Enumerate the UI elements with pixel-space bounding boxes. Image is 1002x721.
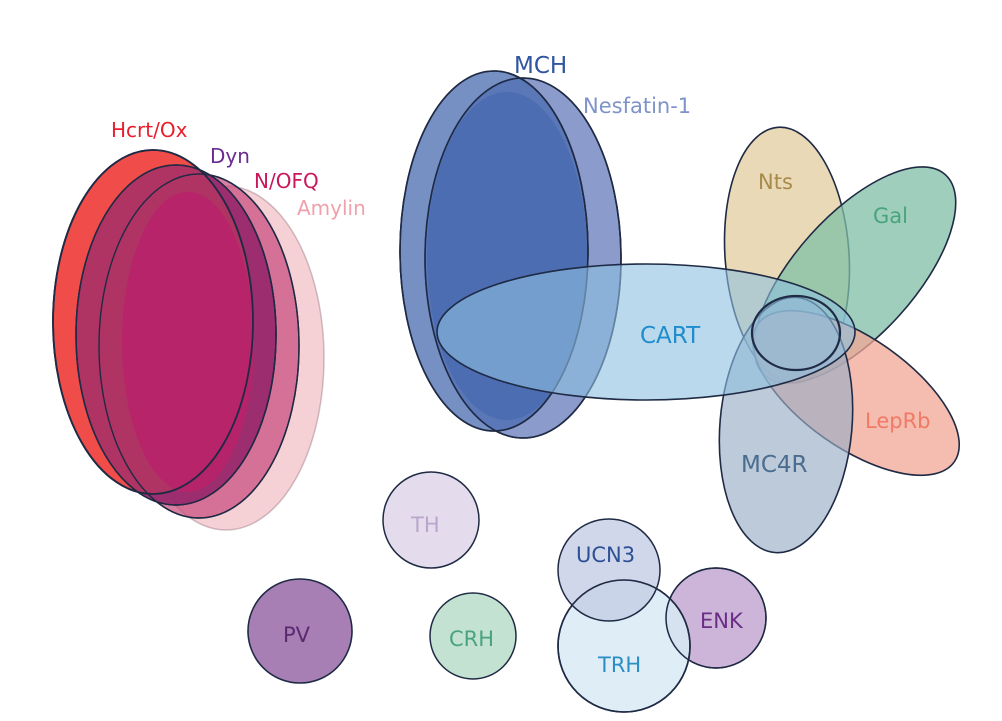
label-mch: MCH xyxy=(514,53,567,79)
label-nesfatin: Nesfatin-1 xyxy=(583,94,691,118)
flower-center-ellipse xyxy=(750,294,842,372)
crh-circle xyxy=(429,592,517,680)
enk-outline xyxy=(665,567,767,669)
mch-outline xyxy=(399,70,589,432)
label-nofq: N/OFQ xyxy=(254,169,319,193)
ucn3-circle xyxy=(557,518,661,622)
label-pv: PV xyxy=(283,623,311,647)
label-leprb: LepRb xyxy=(865,409,931,433)
pv-circle xyxy=(247,578,353,684)
label-mc4r: MC4R xyxy=(741,452,808,478)
label-trh: TRH xyxy=(597,653,641,677)
label-dyn: Dyn xyxy=(210,144,250,168)
th-circle xyxy=(382,471,480,569)
nofq-outline xyxy=(98,173,300,519)
label-amylin: Amylin xyxy=(297,196,366,220)
label-th: TH xyxy=(410,513,440,537)
label-crh: CRH xyxy=(449,627,494,651)
dyn-outline xyxy=(75,164,277,506)
label-enk: ENK xyxy=(700,609,744,633)
trh-outline xyxy=(557,579,691,713)
hcrt-outline xyxy=(52,149,254,495)
nesfatin-outline xyxy=(424,77,622,439)
label-cart: CART xyxy=(640,323,701,349)
label-ucn3: UCN3 xyxy=(576,543,635,567)
label-nts: Nts xyxy=(758,170,793,194)
label-gal: Gal xyxy=(873,204,908,228)
left-group-core xyxy=(122,192,254,492)
cart-ellipse xyxy=(436,263,856,401)
label-hcrt: Hcrt/Ox xyxy=(111,118,188,142)
